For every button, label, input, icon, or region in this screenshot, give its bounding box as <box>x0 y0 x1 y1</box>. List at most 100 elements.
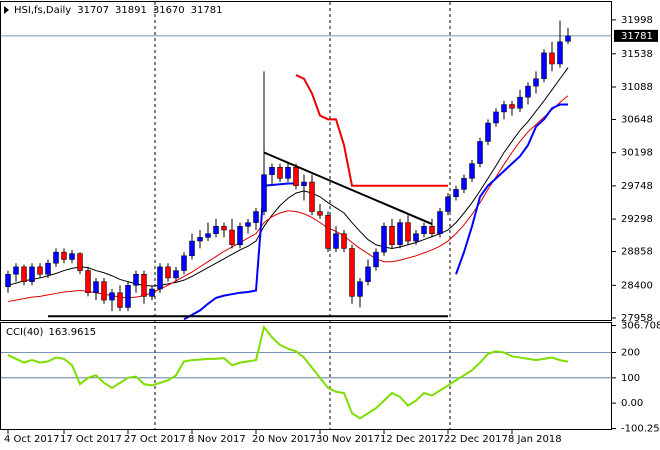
candle-body <box>69 253 75 260</box>
candle-body <box>453 189 459 198</box>
candle-body <box>221 226 227 231</box>
candle-body <box>277 167 283 179</box>
x-tick-label: 22 Dec 2017 <box>444 434 508 445</box>
x-tick-label: 17 Oct 2017 <box>60 434 122 445</box>
candle-body <box>341 233 347 249</box>
candle-body <box>245 222 251 227</box>
trendline <box>263 151 433 226</box>
candle-body <box>469 163 475 179</box>
y-tick-label: 200 <box>621 348 640 359</box>
candle-body <box>157 266 163 290</box>
candle-body <box>85 270 91 293</box>
candle-body <box>229 229 235 245</box>
candle-body <box>557 41 563 65</box>
indicator-line <box>7 67 569 287</box>
y-tick-label: 30648 <box>621 114 653 125</box>
cci-panel-frame <box>0 322 612 430</box>
candle-body <box>93 281 99 293</box>
candle-body <box>285 167 291 179</box>
candle-body <box>253 211 259 223</box>
candle-body <box>493 111 499 124</box>
indicator-line <box>295 74 448 187</box>
y-tick-label: 31088 <box>621 82 653 93</box>
candle-body <box>405 222 411 242</box>
candle-body <box>13 266 19 275</box>
price-tag <box>614 29 658 42</box>
candle-body <box>509 104 515 109</box>
candle-body <box>29 266 35 282</box>
candle-body <box>317 211 323 216</box>
candle-body <box>149 288 155 297</box>
x-tick-label: 8 Jan 2018 <box>508 434 562 445</box>
candle-body <box>421 226 427 234</box>
x-tick-label: 12 Dec 2017 <box>380 434 444 445</box>
candle-body <box>437 211 443 234</box>
candle-body <box>53 251 59 264</box>
candle-body <box>189 240 195 257</box>
candle-body <box>133 274 139 286</box>
title-part: 31707 <box>77 5 109 16</box>
candle-body <box>261 174 267 212</box>
y-tick-label: 29298 <box>621 214 653 225</box>
candle-body <box>381 226 387 253</box>
price-tag-label: 31781 <box>621 31 653 42</box>
candle-body <box>61 251 67 260</box>
candle-body <box>197 237 203 242</box>
candle-body <box>109 292 115 301</box>
y-tick-label: 0.00 <box>621 398 643 409</box>
candle-body <box>301 181 307 186</box>
y-tick-label: 28400 <box>621 280 653 291</box>
candle-body <box>525 85 531 98</box>
candle-body <box>477 141 483 164</box>
candle-body <box>533 78 539 87</box>
candle-body <box>397 222 403 245</box>
y-tick-label: -100.258 <box>621 424 660 435</box>
candle-body <box>517 96 523 109</box>
candle-body <box>117 292 123 308</box>
x-tick-label: 8 Nov 2017 <box>188 434 246 445</box>
candle-body <box>181 255 187 271</box>
candle-body <box>549 52 555 65</box>
candle-body <box>205 233 211 238</box>
candle-body <box>565 35 571 42</box>
candle-body <box>101 281 107 301</box>
x-tick-label: 20 Nov 2017 <box>252 434 316 445</box>
title-value: 163.9615 <box>48 327 96 338</box>
candle-body <box>77 253 83 271</box>
candle-body <box>269 167 275 175</box>
candle-body <box>173 270 179 279</box>
candle-body <box>293 167 299 186</box>
candle-body <box>365 266 371 282</box>
date-separators <box>154 2 451 430</box>
candle-body <box>349 248 355 297</box>
y-tick-label: 100 <box>621 373 640 384</box>
title-part: 31781 <box>191 5 223 16</box>
candle-body <box>501 104 507 113</box>
candle-body <box>429 226 435 234</box>
candle-body <box>21 266 27 282</box>
candle-body <box>37 266 43 275</box>
y-tick-label: 28858 <box>621 247 653 258</box>
candle-body <box>541 52 547 79</box>
indicator-line <box>183 103 568 321</box>
y-tick-label: 306.7083 <box>621 321 660 332</box>
title-part: HSI,fs,Daily <box>14 5 71 16</box>
x-tick-label: 30 Nov 2017 <box>316 434 380 445</box>
candle-body <box>5 274 11 288</box>
candle-body <box>357 281 363 297</box>
y-tick-label: 27958 <box>621 313 653 324</box>
candle-body <box>309 181 315 212</box>
candle-body <box>413 233 419 242</box>
cci-line <box>7 324 569 420</box>
title-part: 31891 <box>115 5 147 16</box>
x-tick-label: 27 Oct 2017 <box>124 434 186 445</box>
y-tick-label: 31538 <box>621 49 653 60</box>
candle-body <box>45 262 51 275</box>
panel-title: CCI(40) 163.9615 <box>6 327 96 338</box>
candle-body <box>373 251 379 268</box>
chart-title: HSI,fs,Daily 31707 31891 31670 31781 <box>14 5 222 16</box>
candle-body <box>445 196 451 212</box>
y-tick-label: 29748 <box>621 181 653 192</box>
